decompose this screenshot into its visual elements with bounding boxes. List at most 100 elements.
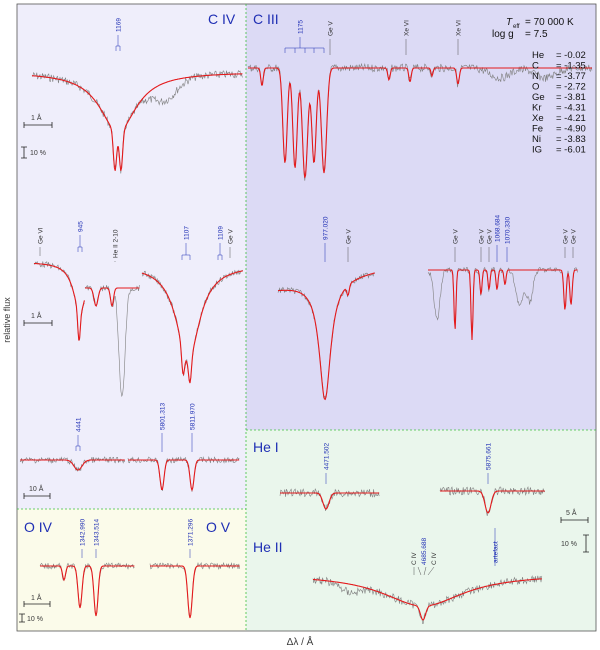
- line-id-label: He II 2-10: [113, 229, 120, 258]
- heii-4686-model-line: [313, 578, 542, 621]
- line-id-label: Ge V: [571, 229, 578, 244]
- abundance-value: = -3.81: [556, 92, 586, 103]
- panel-o-bg: [17, 509, 246, 631]
- line-id-label: Ge V: [487, 229, 494, 244]
- line-id-gev_8: Ge V: [571, 229, 578, 258]
- hei-5875-model-line: [440, 490, 545, 514]
- oiv-observed-line: [39, 562, 135, 616]
- line-id-label: artefact: [493, 541, 500, 563]
- abundance-value: = -2.72: [556, 82, 586, 93]
- civ-1107-model-line: [141, 270, 243, 384]
- line-id-he4471: 4471.502: [324, 443, 331, 484]
- scalebar-he-10pct: 10 %: [561, 541, 577, 548]
- abundance-element: IG: [532, 145, 542, 156]
- line-id-label: 1169: [116, 18, 123, 32]
- line-id-fork: [217, 254, 223, 260]
- line-id-label: 945: [78, 221, 85, 232]
- line-id-fork: [284, 47, 325, 53]
- line-id-o1342: 1342.990: [80, 519, 87, 558]
- logg-value: = 7.5: [525, 29, 548, 40]
- line-identifications: 1169 1175 Ge V Xe VI Xe VI Ge VI 945 He II 2-10…: [38, 18, 578, 576]
- line-id-o1371: 1371.296: [188, 519, 195, 558]
- civ-945-model-line: [34, 262, 85, 341]
- line-id-fork: [115, 45, 121, 51]
- oiv-model-line: [40, 565, 135, 617]
- abundance-value: = -4.90: [556, 124, 586, 135]
- abundance-value: = -6.01: [556, 145, 586, 156]
- line-id-label: 5811.970: [190, 403, 197, 430]
- line-id-label: Ge VI: [38, 227, 45, 244]
- line-id-c1109: 1109: [218, 226, 225, 260]
- scalebar-o-10pct: 10 %: [27, 616, 43, 623]
- abundance-value: = -0.02: [556, 50, 586, 61]
- line-id-c4441: 4441: [76, 417, 83, 451]
- abundance-value: = -3.77: [556, 71, 586, 82]
- line-id-xevi_1: Xe VI: [404, 20, 411, 55]
- abundance-value: = -4.31: [556, 103, 586, 114]
- line-id-label: Ge V: [563, 229, 570, 244]
- abundance-element: Ge: [532, 92, 545, 103]
- hei-4471-model-line: [280, 492, 380, 510]
- line-id-c1070: 1070.330: [505, 217, 512, 262]
- x-axis-label: Δλ / Å: [287, 635, 314, 648]
- line-id-gev_6: Ge V: [487, 229, 494, 262]
- ciii-1175-model-line: [248, 67, 592, 178]
- ov-model-line: [150, 565, 240, 619]
- line-id-c977: 977.020: [323, 216, 330, 262]
- panel-title-heii: He II: [253, 539, 283, 555]
- abundance-value: = -3.83: [556, 134, 586, 145]
- panel-he-bg: [246, 430, 596, 631]
- line-id-label: 5801.313: [160, 403, 167, 430]
- panel-civ-bg: [17, 4, 246, 509]
- panel-title-oiv: O IV: [24, 519, 53, 535]
- line-id-c1068: 1068.684: [495, 215, 502, 262]
- heii-blend-ticks: [413, 566, 435, 576]
- abundance-element: Fe: [532, 124, 543, 135]
- line-id-c1169: 1169: [116, 18, 123, 51]
- abundance-table: He = -0.02 C = -1.35 N = -3.77 O = -2.72 Ge = -3.…: [532, 50, 586, 156]
- line-id-label: 1343.514: [94, 519, 101, 546]
- abundance-value: = -4.21: [556, 113, 586, 124]
- line-id-label: 1068.684: [495, 215, 502, 242]
- line-id-gev_3: Ge V: [346, 229, 353, 262]
- line-id-fork: [77, 246, 83, 252]
- logg-label: log g: [492, 29, 514, 40]
- line-id-label: 1107: [184, 226, 191, 240]
- line-id-c1107: 1107: [181, 226, 191, 260]
- line-id-label: 977.020: [323, 216, 330, 240]
- civ-5801-observed-line: [127, 456, 240, 492]
- line-id-label: 4471.502: [324, 443, 331, 470]
- line-id-c1175: 1175: [284, 20, 325, 53]
- line-id-fork: [75, 445, 81, 451]
- ciii-977-model-line: [277, 272, 375, 401]
- line-id-xevi_2: Xe VI: [456, 20, 463, 55]
- line-id-artefact: artefact: [493, 528, 500, 566]
- abundance-element: He: [532, 50, 544, 61]
- parameters-block: T eff = 70 000 K log g = 7.5: [492, 17, 574, 40]
- panel-title-civ: C IV: [208, 11, 236, 27]
- line-id-gev_4: Ge V: [453, 229, 460, 262]
- civ-4441-model-line: [20, 459, 125, 471]
- line-id-label: Ge V: [228, 229, 235, 244]
- teff-label: T: [506, 17, 513, 28]
- line-id-o1343: 1343.514: [94, 519, 101, 558]
- spectra-layer: [19, 62, 593, 624]
- teff-sub: eff: [513, 24, 520, 30]
- ge-region-model-line: [428, 269, 578, 341]
- abundance-element: Xe: [532, 113, 544, 124]
- panel-title-ciii: C III: [253, 11, 279, 27]
- line-id-label: Ge V: [346, 229, 353, 244]
- civ-945b-model-line: [85, 287, 140, 308]
- line-id-fork: [181, 254, 191, 260]
- line-id-gevi: Ge VI: [38, 227, 45, 256]
- line-id-c5811: 5811.970: [190, 403, 197, 452]
- heii-blend-label: C IV: [411, 552, 418, 565]
- scalebar-civ-10pct: 10 %: [30, 150, 46, 157]
- line-id-label: 1109: [218, 226, 225, 240]
- heii-blend-label: C IV: [431, 552, 438, 565]
- abundance-value: = -1.35: [556, 61, 586, 72]
- line-id-gev_7: Ge V: [563, 229, 570, 258]
- abundance-element: C: [532, 61, 539, 72]
- frame: [16, 3, 597, 632]
